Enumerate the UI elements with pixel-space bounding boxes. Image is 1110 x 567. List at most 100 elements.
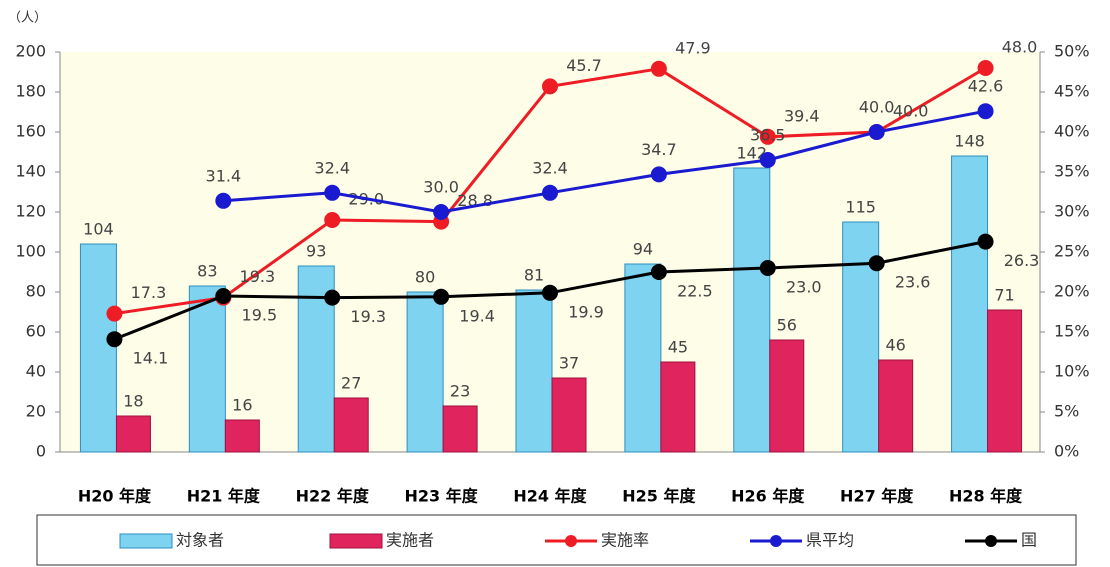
data-label: 46 (885, 336, 905, 355)
data-label: 142 (737, 144, 768, 163)
marker (650, 60, 667, 77)
data-label: 83 (197, 262, 217, 281)
data-label: 14.1 (133, 349, 169, 368)
data-label: 40.0 (859, 98, 895, 117)
bar (406, 291, 444, 453)
line (223, 109, 986, 214)
marker (324, 184, 341, 201)
y2-tick-label: 45% (1054, 82, 1090, 101)
data-label: 16 (232, 396, 252, 415)
marker (759, 128, 776, 145)
data-label: 19.9 (568, 302, 604, 321)
x-tick-label: H23 年度 (404, 487, 478, 506)
x-tick-label: H20 年度 (78, 487, 152, 506)
data-label: 148 (954, 132, 985, 151)
x-tick-label: H25 年度 (622, 487, 696, 506)
data-label: 30.0 (423, 178, 459, 197)
data-label: 42.6 (968, 77, 1004, 96)
x-tick-label: H27 年度 (840, 487, 914, 506)
y2-tick-label: 35% (1054, 162, 1090, 181)
y2-tick-label: 5% (1054, 402, 1079, 421)
y-axis-label: （人） (8, 11, 47, 26)
data-label: 26.3 (1004, 251, 1040, 270)
x-tick-label: H28 年度 (949, 487, 1023, 506)
data-label: 48.0 (1002, 38, 1038, 57)
marker (542, 284, 558, 301)
bar (79, 243, 117, 453)
bar (224, 419, 260, 453)
marker (977, 103, 994, 120)
legend-label: 実施率 (601, 531, 649, 550)
y-tick-label: 180 (15, 82, 46, 101)
y-tick-label: 200 (15, 42, 46, 61)
data-label: 23.0 (786, 278, 822, 297)
data-label: 80 (415, 268, 435, 287)
y-tick-label: 100 (15, 242, 46, 261)
data-label: 45 (668, 338, 688, 357)
y-tick-label: 140 (15, 162, 46, 181)
data-label: 19.5 (242, 306, 278, 325)
marker (650, 166, 667, 183)
data-label: 18 (123, 392, 143, 411)
y2-tick-label: 25% (1054, 242, 1090, 261)
data-label: 115 (845, 198, 876, 217)
bar (515, 289, 553, 453)
data-label: 39.4 (784, 106, 820, 125)
marker (106, 331, 123, 348)
legend-label: 国 (1021, 531, 1037, 550)
data-label: 19.3 (350, 307, 386, 326)
bar (442, 405, 478, 453)
marker (433, 204, 450, 220)
marker (977, 233, 994, 250)
legend-marker (985, 535, 997, 547)
marker (868, 255, 885, 272)
data-label: 71 (994, 286, 1014, 305)
y2-tick-label: 40% (1054, 122, 1090, 141)
marker (650, 264, 667, 280)
bar (733, 167, 771, 453)
bar (333, 397, 369, 453)
marker (433, 288, 450, 305)
data-label: 36.5 (750, 126, 786, 145)
y-tick-label: 40 (26, 362, 46, 381)
x-tick-label: H24 年度 (513, 487, 587, 506)
marker (759, 152, 776, 168)
bar (115, 415, 151, 453)
data-label: 19.4 (459, 306, 495, 325)
data-label: 94 (633, 240, 653, 259)
data-label: 32.4 (532, 158, 568, 177)
data-label: 22.5 (677, 282, 713, 301)
bar (551, 377, 587, 453)
data-label: 19.3 (240, 267, 276, 286)
x-tick-label: H26 年度 (731, 487, 805, 506)
marker (215, 288, 232, 304)
bar (951, 155, 989, 453)
y2-tick-label: 50% (1054, 42, 1090, 61)
data-label: 40.0 (893, 102, 929, 121)
legend-marker (770, 535, 782, 547)
data-label: 104 (83, 220, 114, 239)
marker (977, 60, 994, 76)
y-tick-label: 120 (15, 202, 46, 221)
bar (188, 285, 226, 453)
marker (324, 289, 341, 306)
marker (106, 305, 123, 322)
y-tick-label: 20 (26, 402, 46, 421)
data-label: 47.9 (675, 38, 711, 57)
y2-tick-label: 30% (1054, 202, 1090, 221)
data-label: 45.7 (566, 56, 602, 75)
y2-tick-label: 20% (1054, 282, 1090, 301)
y-tick-label: 60 (26, 322, 46, 341)
bar (660, 361, 696, 453)
marker (542, 78, 558, 95)
data-label: 27 (341, 374, 361, 393)
legend-marker (565, 535, 577, 547)
legend-swatch (119, 533, 173, 549)
legend-swatch (329, 533, 383, 549)
y-tick-label: 160 (15, 122, 46, 141)
legend-label: 対象者 (176, 531, 224, 550)
y2-tick-label: 10% (1054, 362, 1090, 381)
bar (624, 263, 662, 453)
